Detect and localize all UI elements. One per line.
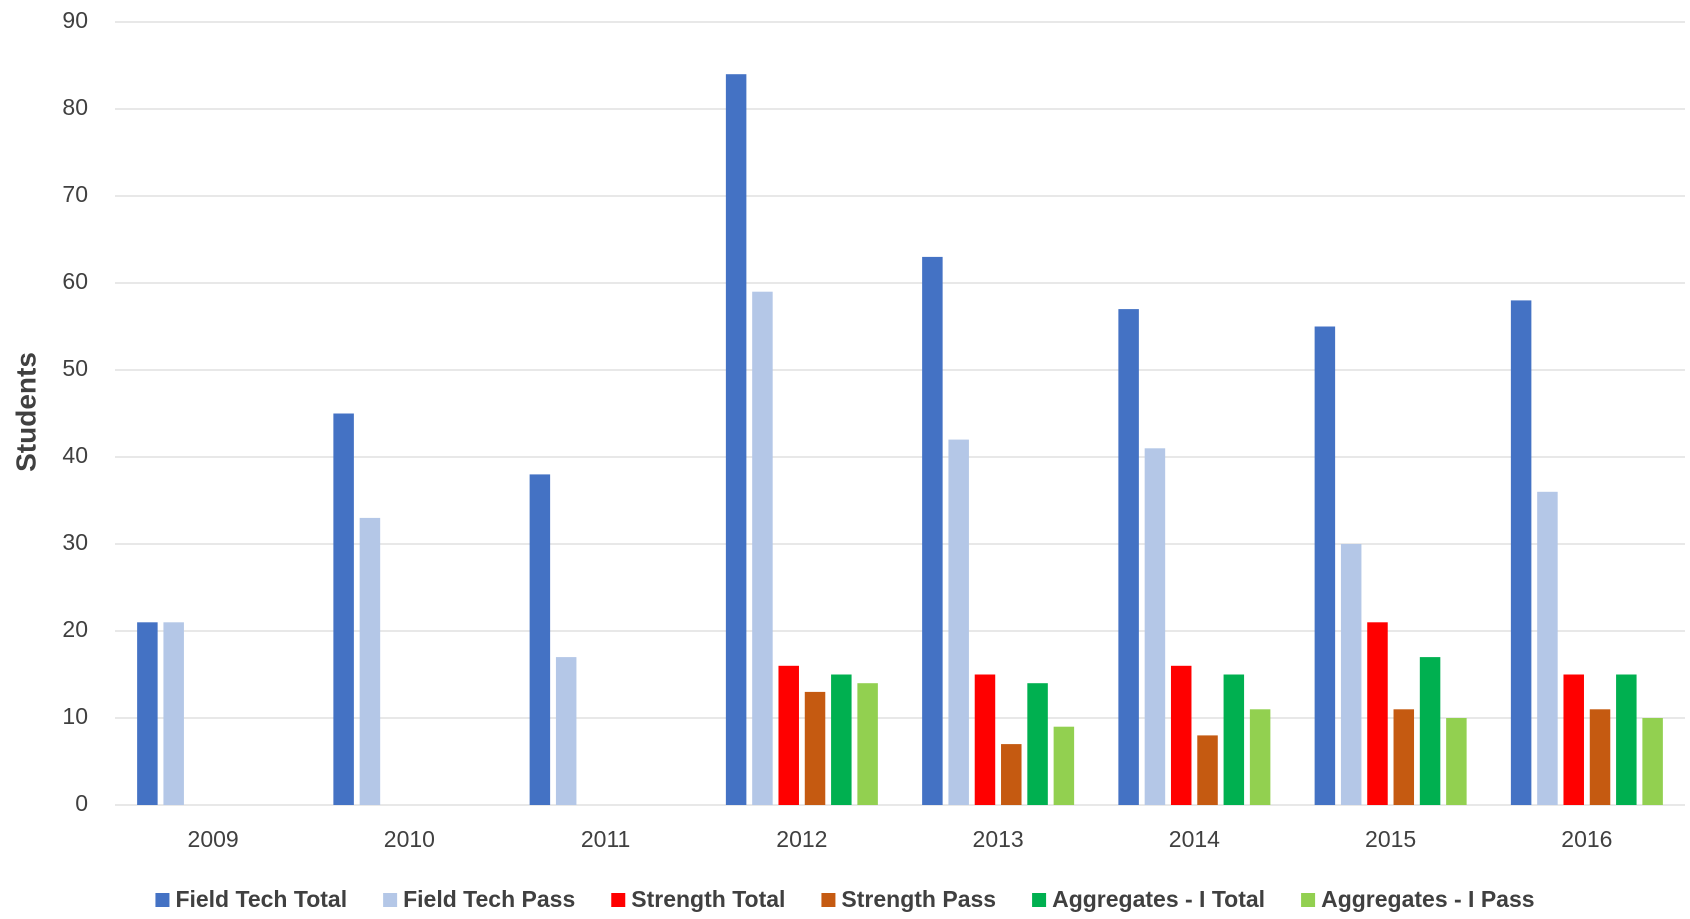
legend-label: Aggregates - I Total [1052, 886, 1265, 912]
bar [1197, 735, 1218, 805]
y-tick-label: 40 [62, 442, 88, 468]
x-tick-label: 2012 [776, 826, 827, 852]
bar [974, 674, 996, 805]
y-tick-label: 30 [62, 529, 88, 555]
y-tick-label: 20 [62, 616, 88, 642]
bar [1616, 674, 1637, 805]
bar [948, 439, 969, 805]
bar [1589, 709, 1611, 805]
bar [359, 517, 381, 805]
x-tick-label: 2015 [1365, 826, 1416, 852]
bar [1314, 326, 1336, 805]
legend-swatch [821, 893, 836, 907]
legend-label: Field Tech Pass [403, 886, 575, 912]
bar [333, 413, 354, 805]
y-tick-label: 70 [62, 181, 88, 207]
bar [163, 622, 184, 805]
legend-label: Aggregates - I Pass [1321, 886, 1534, 912]
legend-swatch [1301, 893, 1316, 907]
x-tick-label: 2010 [384, 826, 435, 852]
bar [1340, 544, 1362, 805]
bar [1027, 683, 1048, 805]
bar [1537, 491, 1558, 805]
bar [831, 674, 852, 805]
bar [778, 665, 799, 805]
y-tick-label: 10 [62, 703, 88, 729]
bar [804, 691, 826, 805]
legend-label: Strength Pass [841, 886, 996, 912]
bar [1367, 622, 1388, 805]
bar [1510, 300, 1532, 805]
y-tick-label: 50 [62, 355, 88, 381]
x-tick-label: 2011 [581, 826, 630, 852]
y-tick-label: 90 [62, 7, 88, 33]
bar [529, 474, 551, 805]
bar [137, 622, 158, 805]
legend-label: Strength Total [631, 886, 785, 912]
bar [752, 291, 773, 805]
bar [1001, 744, 1022, 805]
bar [922, 256, 943, 805]
bar [1446, 718, 1467, 805]
y-axis-label: Students [10, 352, 41, 472]
x-tick-label: 2013 [973, 826, 1024, 852]
legend-swatch [611, 893, 626, 907]
x-tick-label: 2016 [1561, 826, 1612, 852]
y-tick-label: 60 [62, 268, 88, 294]
x-tick-label: 2009 [188, 826, 239, 852]
legend-label: Field Tech Total [175, 886, 347, 912]
bar [1642, 718, 1663, 805]
bar [725, 74, 747, 805]
legend-swatch [1032, 893, 1047, 907]
y-tick-label: 0 [75, 790, 88, 816]
bar [1393, 709, 1415, 805]
legend-swatch [155, 893, 170, 907]
bar [1223, 674, 1245, 805]
bar [1419, 657, 1441, 805]
y-tick-label: 80 [62, 94, 88, 120]
bar [1144, 448, 1166, 805]
x-tick-label: 2014 [1169, 826, 1220, 852]
legend-swatch [383, 893, 398, 907]
bar [1249, 709, 1271, 805]
bar [1118, 309, 1139, 805]
bar [857, 683, 878, 805]
bar [1053, 726, 1075, 805]
bar [1170, 665, 1192, 805]
bar [1563, 674, 1584, 805]
bar [555, 657, 577, 805]
